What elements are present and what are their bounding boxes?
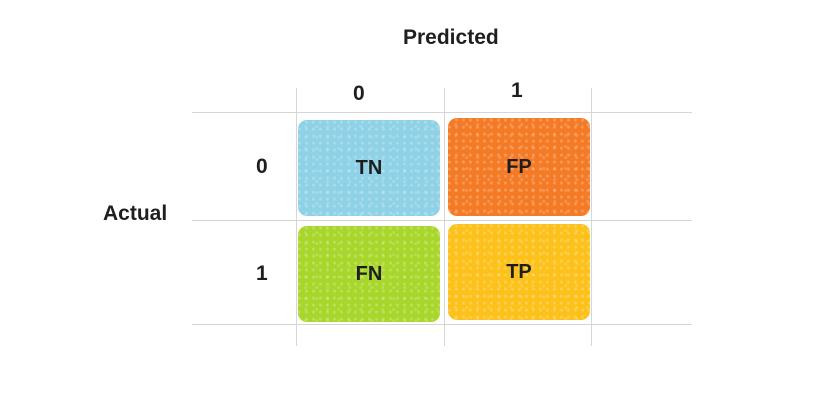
cell-label-tp: TP — [506, 260, 532, 283]
actual-heading: Actual — [103, 202, 168, 225]
grid-line-h2 — [192, 220, 692, 221]
grid-line-v3 — [591, 88, 592, 346]
cell-true-negative: TN — [298, 120, 440, 216]
row-label-1: 1 — [256, 262, 268, 285]
grid-line-h3 — [192, 324, 692, 325]
column-label-1: 1 — [511, 79, 523, 102]
cell-label-fp: FP — [506, 155, 532, 178]
row-label-0: 0 — [256, 155, 268, 178]
cell-false-negative: FN — [298, 226, 440, 322]
grid-line-v2 — [444, 88, 445, 346]
grid-line-v1 — [296, 88, 297, 346]
cell-true-positive: TP — [448, 224, 590, 320]
grid-line-h1 — [192, 112, 692, 113]
cell-false-positive: FP — [448, 118, 590, 216]
predicted-heading: Predicted — [403, 26, 499, 49]
cell-label-tn: TN — [355, 156, 383, 179]
column-label-0: 0 — [353, 82, 365, 105]
cell-label-fn: FN — [355, 262, 383, 285]
